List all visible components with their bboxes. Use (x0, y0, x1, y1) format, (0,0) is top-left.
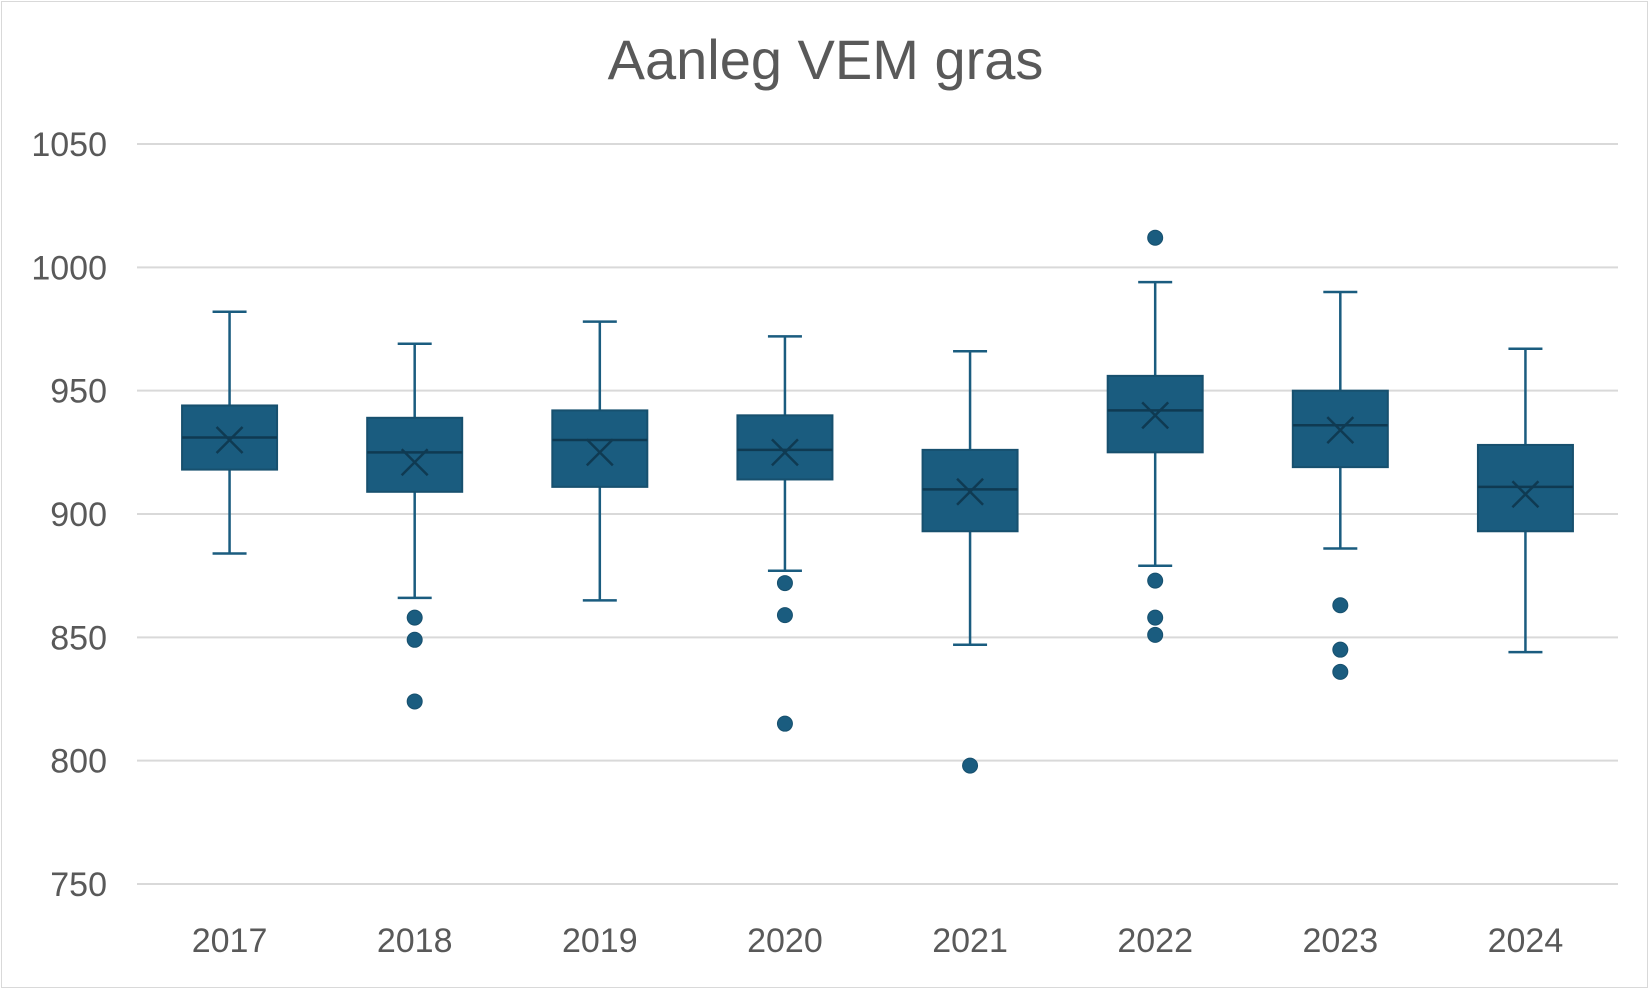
box-2021 (921, 349, 1019, 774)
gridlines (137, 143, 1618, 885)
box-2024 (1476, 347, 1574, 654)
outlier-point (406, 609, 423, 626)
x-tick-label: 2020 (747, 922, 823, 960)
outlier-point (1332, 597, 1349, 614)
box-2019 (551, 320, 649, 602)
iqr-box (366, 416, 464, 493)
y-tick-label: 1050 (31, 126, 107, 164)
iqr-box (551, 409, 649, 488)
mean-marker (1141, 401, 1170, 430)
outlier-point (1332, 663, 1349, 680)
x-tick-label: 2018 (377, 922, 453, 960)
x-axis: 2017 2018 2019 2020 2021 2022 2023 2024 (192, 922, 1564, 960)
iqr-box (736, 414, 834, 481)
outlier-point (776, 607, 793, 624)
box-series (181, 229, 1574, 774)
box-2018 (366, 342, 464, 710)
mean-marker (771, 438, 799, 467)
y-tick-label: 1000 (31, 249, 107, 287)
outlier-point (1332, 641, 1349, 658)
x-tick-label: 2021 (932, 922, 1008, 960)
outlier-point (1147, 572, 1164, 589)
x-tick-label: 2017 (192, 922, 268, 960)
y-tick-label: 800 (50, 743, 107, 781)
x-tick-label: 2022 (1117, 922, 1193, 960)
outlier-point (406, 631, 423, 648)
outlier-point (1147, 626, 1164, 643)
mean-marker (400, 448, 429, 477)
mean-marker (956, 477, 984, 506)
chart-title: Aanleg VEM gras (607, 28, 1044, 91)
x-tick-label: 2023 (1302, 922, 1378, 960)
y-tick-label: 750 (50, 866, 107, 904)
outlier-point (406, 693, 423, 710)
x-tick-label: 2019 (562, 922, 638, 960)
box-2022 (1106, 229, 1204, 643)
y-tick-label: 850 (50, 619, 107, 657)
outlier-point (962, 757, 979, 774)
mean-marker (585, 438, 614, 467)
y-tick-label: 950 (50, 373, 107, 411)
outlier-point (776, 715, 793, 732)
box-2017 (181, 310, 279, 555)
x-tick-label: 2024 (1488, 922, 1564, 960)
mean-marker (1326, 416, 1355, 445)
outlier-point (776, 575, 793, 592)
outlier-point (1147, 229, 1164, 246)
mean-marker (215, 426, 244, 454)
mean-marker (1511, 480, 1540, 509)
outlier-point (1147, 609, 1164, 626)
box-2020 (736, 335, 834, 732)
y-axis: 750 800 850 900 950 1000 1050 (31, 126, 107, 904)
box-2023 (1291, 290, 1389, 680)
y-tick-label: 900 (50, 496, 107, 534)
